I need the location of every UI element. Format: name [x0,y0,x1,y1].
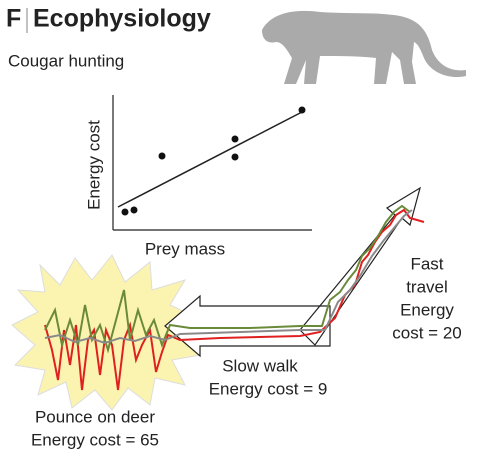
point [298,106,306,114]
point [158,152,166,160]
point [231,135,239,143]
point [130,206,138,214]
point [121,208,129,216]
y-label: Energy cost [84,120,103,210]
pounce-label: Pounce on deer [35,407,155,426]
slow-walk-arrow [164,294,331,358]
slow-label: Slow walk [222,356,298,375]
slow-label: Energy cost = 9 [209,379,328,398]
scatter-plot: Energy cost Prey mass [84,95,312,258]
panel-label: F [6,5,21,33]
trace-gray [44,209,413,345]
x-label: Prey mass [145,239,225,258]
fast-label: Fast [410,254,443,273]
trace-green [44,204,411,354]
fast-label: cost = 20 [392,323,461,342]
fast-label: Energy [400,300,454,319]
points [121,106,306,216]
pounce-label: Energy cost = 65 [31,430,159,449]
cougar-icon [262,10,466,85]
fit-line [117,111,303,208]
subtitle: Cougar hunting [8,51,124,70]
title: Ecophysiology [33,5,211,33]
fast-label: travel [406,277,448,296]
point [231,153,239,161]
